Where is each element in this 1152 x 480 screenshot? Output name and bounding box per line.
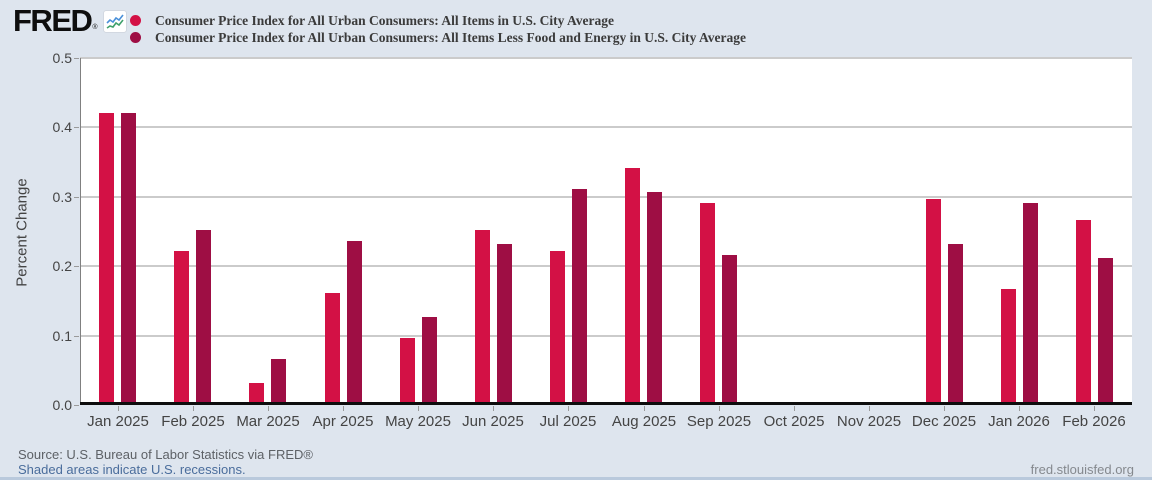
bar-dec-2025-s1[interactable] (948, 244, 963, 404)
legend-item-1[interactable]: Consumer Price Index for All Urban Consu… (130, 29, 746, 46)
x-tick (644, 406, 645, 411)
x-tick (193, 406, 194, 411)
x-tick (719, 406, 720, 411)
y-tick-label: 0.0 (52, 397, 72, 413)
x-tick (418, 406, 419, 411)
y-tick (74, 266, 79, 267)
fred-sparkline-icon (103, 11, 126, 32)
bar-apr-2025-s1[interactable] (347, 241, 362, 404)
gridline-0.1 (80, 335, 1132, 337)
x-tick (869, 406, 870, 411)
y-tick (74, 197, 79, 198)
x-tick (794, 406, 795, 411)
bar-jan-2026-s1[interactable] (1023, 203, 1038, 404)
y-tick (74, 58, 79, 59)
bar-sep-2025-s0[interactable] (700, 203, 715, 404)
x-tick (1019, 406, 1020, 411)
y-tick (74, 127, 79, 128)
x-tick-label: Feb 2025 (161, 413, 225, 430)
x-tick-label: Mar 2025 (236, 413, 300, 430)
y-tick-label: 0.3 (52, 189, 72, 205)
bar-jun-2025-s1[interactable] (497, 244, 512, 404)
site-link[interactable]: fred.stlouisfed.org (1030, 462, 1134, 477)
x-tick (568, 406, 569, 411)
y-tick-label: 0.5 (52, 50, 72, 66)
y-axis-title: Percent Change (13, 178, 31, 287)
x-tick-label: Dec 2025 (911, 413, 977, 430)
source-text: Source: U.S. Bureau of Labor Statistics … (18, 447, 313, 462)
fred-logo[interactable]: FRED ® (13, 3, 126, 38)
x-tick-label: May 2025 (385, 413, 451, 430)
x-tick-label: Jan 2025 (87, 413, 149, 430)
y-tick (74, 405, 79, 406)
bar-may-2025-s0[interactable] (400, 338, 415, 404)
bar-feb-2026-s1[interactable] (1098, 258, 1113, 404)
x-tick-label: Jun 2025 (462, 413, 524, 430)
bar-jun-2025-s0[interactable] (475, 230, 490, 404)
gridline-0.5 (80, 57, 1132, 59)
bar-jul-2025-s0[interactable] (550, 251, 565, 404)
x-tick (493, 406, 494, 411)
bar-jul-2025-s1[interactable] (572, 189, 587, 404)
x-tick-label: Jul 2025 (539, 413, 597, 430)
bar-dec-2025-s0[interactable] (926, 199, 941, 404)
x-tick-label: Feb 2026 (1062, 413, 1126, 430)
bar-jan-2025-s1[interactable] (121, 113, 136, 404)
x-tick-label: Apr 2025 (312, 413, 374, 430)
bar-aug-2025-s0[interactable] (625, 168, 640, 404)
legend: Consumer Price Index for All Urban Consu… (130, 12, 746, 46)
bottom-strip (0, 477, 1152, 480)
y-tick-label: 0.1 (52, 328, 72, 344)
bar-feb-2025-s1[interactable] (196, 230, 211, 404)
bar-feb-2026-s0[interactable] (1076, 220, 1091, 404)
legend-label: Consumer Price Index for All Urban Consu… (155, 29, 747, 45)
x-axis-baseline (80, 402, 1132, 405)
gridline-0.4 (80, 126, 1132, 128)
legend-item-0[interactable]: Consumer Price Index for All Urban Consu… (130, 12, 746, 29)
legend-dot-icon (130, 32, 141, 43)
y-axis-line (80, 58, 81, 405)
recessions-link[interactable]: Shaded areas indicate U.S. recessions. (18, 462, 246, 477)
bar-mar-2025-s0[interactable] (249, 383, 264, 404)
x-tick-label: Jan 2026 (988, 413, 1050, 430)
x-tick (268, 406, 269, 411)
x-tick (944, 406, 945, 411)
bar-feb-2025-s0[interactable] (174, 251, 189, 404)
bar-mar-2025-s1[interactable] (271, 359, 286, 404)
bar-jan-2026-s0[interactable] (1001, 289, 1016, 404)
x-tick-label: Sep 2025 (686, 413, 752, 430)
x-tick (1094, 406, 1095, 411)
bar-apr-2025-s0[interactable] (325, 293, 340, 404)
registered-trademark: ® (92, 24, 98, 31)
gridline-0.2 (80, 265, 1132, 267)
bar-jan-2025-s0[interactable] (99, 113, 114, 404)
bar-sep-2025-s1[interactable] (722, 255, 737, 404)
bar-may-2025-s1[interactable] (422, 317, 437, 404)
gridline-0.3 (80, 196, 1132, 198)
x-tick-label: Nov 2025 (836, 413, 902, 430)
bar-aug-2025-s1[interactable] (647, 192, 662, 404)
legend-label: Consumer Price Index for All Urban Consu… (155, 12, 614, 28)
x-tick (118, 406, 119, 411)
x-tick (343, 406, 344, 411)
x-tick-label: Aug 2025 (611, 413, 677, 430)
y-tick (74, 336, 79, 337)
y-tick-label: 0.2 (52, 258, 72, 274)
y-tick-label: 0.4 (52, 119, 72, 135)
plot-area (80, 58, 1132, 405)
legend-dot-icon (130, 15, 141, 26)
fred-logo-text: FRED (13, 3, 93, 38)
x-tick-label: Oct 2025 (763, 413, 825, 430)
